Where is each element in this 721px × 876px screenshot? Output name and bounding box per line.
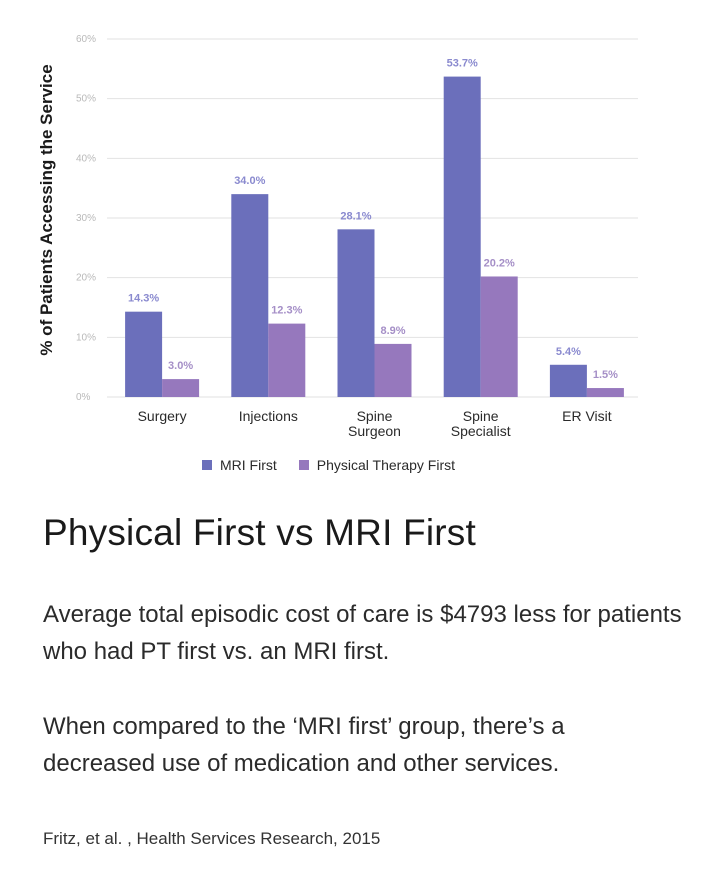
y-axis-label: % of Patients Accessing the Service [37, 64, 56, 355]
y-tick-label: 20% [76, 273, 96, 284]
paragraph-cost: Average total episodic cost of care is $… [43, 601, 682, 665]
y-tick-label: 60% [76, 34, 96, 45]
bar-chart: 0% 10% 20% 30% 40% 50% 60% % of Patients Access… [37, 34, 638, 439]
category-label-line: Spine [357, 408, 393, 424]
category-label-line: Spine [463, 408, 499, 424]
bar-pt-first [162, 379, 200, 397]
category-label: ER Visit [562, 408, 612, 424]
legend-swatch-pt [298, 460, 309, 470]
bar-pt-first [480, 276, 518, 397]
bar-mri-first [337, 229, 375, 397]
chart-area: 0% 10% 20% 30% 40% 50% 60% % of Patients Access… [37, 34, 638, 473]
bar-pt-first [374, 343, 412, 397]
headline: Physical First vs MRI First [43, 512, 476, 553]
paragraph-comparison: When compared to the ‘MRI first’ group, … [43, 713, 565, 777]
bar-mri-first [549, 364, 587, 397]
category-label-line: Injections [239, 408, 298, 424]
citation: Fritz, et al. , Health Services Research… [43, 829, 381, 848]
legend-label-pt: Physical Therapy First [316, 457, 455, 473]
legend-item-pt: Physical Therapy First [298, 457, 455, 473]
data-label: 3.0% [168, 360, 193, 372]
bar-mri-first [231, 194, 269, 397]
data-label: 14.3% [128, 293, 159, 305]
category-label-line: Specialist [451, 423, 511, 439]
data-label: 12.3% [271, 305, 302, 317]
y-tick-label: 0% [76, 392, 91, 403]
legend-item-mri: MRI First [202, 457, 277, 473]
legend-swatch-mri [202, 460, 212, 470]
bar-pt-first [268, 323, 306, 397]
y-tick-label: 30% [76, 213, 96, 224]
category-label: Surgery [138, 408, 187, 424]
category-label: Spine Specialist [451, 408, 511, 439]
y-tick-label: 50% [76, 94, 96, 105]
y-tick-label: 40% [76, 153, 96, 164]
legend: MRI First Physical Therapy First [202, 457, 455, 473]
category-label-line: ER Visit [562, 408, 612, 424]
data-label: 20.2% [484, 257, 515, 269]
category-label-line: Surgeon [348, 423, 401, 439]
bar-mri-first [125, 311, 163, 397]
data-label: 34.0% [234, 175, 265, 187]
category-label-line: Surgery [138, 408, 187, 424]
data-label: 8.9% [380, 325, 405, 337]
bar-mri-first [443, 76, 481, 397]
data-label: 5.4% [556, 346, 581, 358]
y-tick-label: 10% [76, 332, 96, 343]
bar-pt-first [586, 388, 624, 397]
category-label: Injections [239, 408, 298, 424]
legend-label-mri: MRI First [220, 457, 277, 473]
data-label: 53.7% [447, 58, 478, 70]
category-label: Spine Surgeon [348, 408, 401, 439]
data-label: 1.5% [593, 369, 618, 381]
data-label: 28.1% [340, 210, 371, 222]
